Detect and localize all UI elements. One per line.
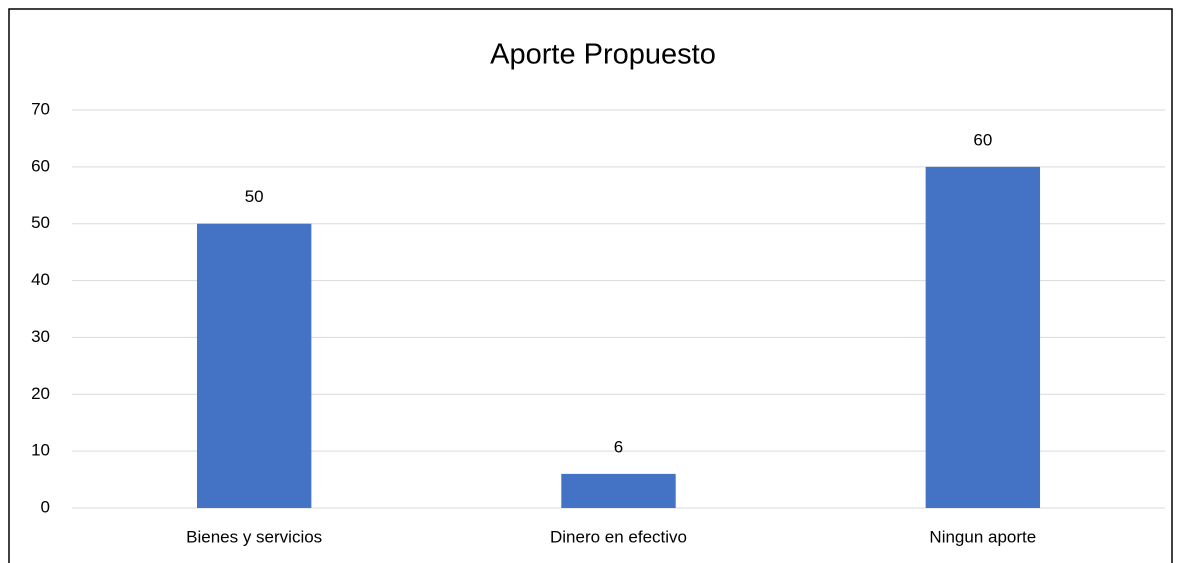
bar <box>561 473 676 508</box>
bar <box>925 166 1041 508</box>
bar <box>196 223 312 508</box>
x-tick-label: Bienes y servicios <box>186 527 322 546</box>
data-label: 60 <box>973 130 992 149</box>
x-tick-label: Ningun aporte <box>929 527 1036 546</box>
y-tick-label: 60 <box>31 156 50 175</box>
y-tick-label: 0 <box>41 497 50 516</box>
y-tick-label: 50 <box>31 213 50 232</box>
data-label: 6 <box>614 437 623 456</box>
y-tick-label: 10 <box>31 441 50 460</box>
chart-title: Aporte Propuesto <box>490 39 716 71</box>
data-label: 50 <box>245 187 264 206</box>
x-tick-label: Dinero en efectivo <box>550 527 687 546</box>
y-tick-label: 30 <box>31 327 50 346</box>
y-tick-label: 70 <box>31 99 50 118</box>
chart-border <box>8 8 1173 563</box>
y-tick-label: 20 <box>31 384 50 403</box>
y-tick-label: 40 <box>31 270 50 289</box>
